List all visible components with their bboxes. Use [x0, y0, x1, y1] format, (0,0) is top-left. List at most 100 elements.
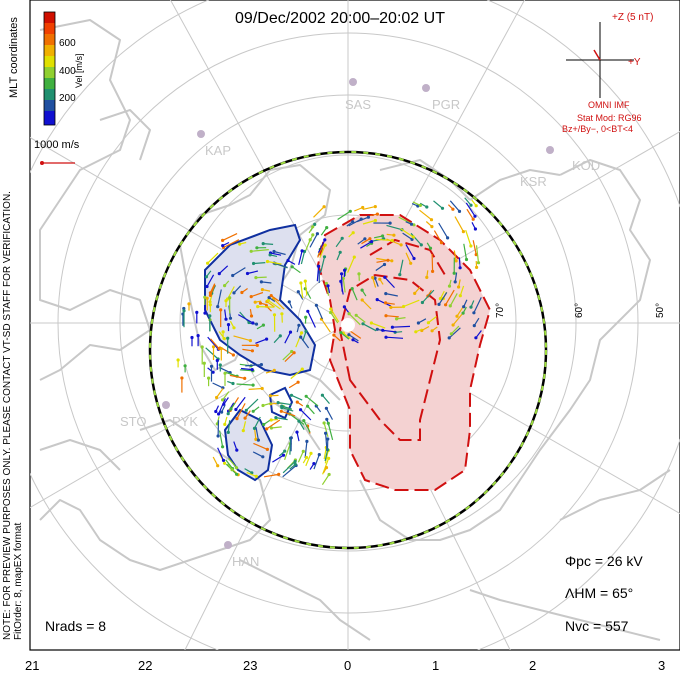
velocity-vector: [206, 274, 215, 287]
velocity-vector: [309, 463, 315, 470]
velocity-vector: [362, 219, 376, 225]
velocity-vector: [266, 301, 275, 308]
velocity-vector: [382, 329, 397, 333]
velocity-vector: [248, 387, 263, 390]
velocity-vector: [224, 280, 230, 286]
velocity-vector: [323, 447, 327, 460]
velocity-vector: [475, 245, 480, 263]
scale-vector: [40, 161, 75, 165]
scale-vector-label: 1000 m/s: [34, 139, 80, 151]
velocity-vector: [403, 299, 420, 308]
velocity-vector: [245, 398, 259, 411]
velocity-vector: [385, 336, 404, 339]
velocity-vector: [465, 202, 476, 217]
velocity-vector: [229, 374, 245, 379]
velocity-vector: [270, 295, 280, 302]
velocity-vector: [342, 278, 346, 293]
velocity-vector: [346, 221, 354, 227]
velocity-vector: [327, 285, 331, 294]
stat-mod-label: Stat Mod: RG96: [577, 113, 642, 123]
velocity-vector: [414, 286, 421, 294]
velocity-vector: [305, 395, 319, 407]
vector-origin: [226, 430, 230, 434]
velocity-vector: [348, 334, 359, 342]
velocity-vector: [361, 299, 372, 310]
velocity-vector: [233, 441, 238, 451]
velocity-vector: [233, 285, 242, 294]
velocity-vector: [373, 235, 383, 239]
velocity-vector: [361, 238, 371, 245]
velocity-vector: [361, 289, 367, 297]
velocity-vector: [471, 199, 477, 207]
velocity-vector: [472, 240, 477, 255]
velocity-vector: [458, 279, 461, 288]
velocity-vector: [219, 430, 224, 447]
velocity-vector: [281, 405, 292, 410]
mlt-tick-3: 3: [658, 658, 666, 673]
velocity-vector: [268, 297, 276, 302]
velocity-vector: [348, 313, 361, 326]
velocity-vector: [273, 335, 281, 344]
coastlines: [39, 19, 671, 641]
velocity-vector: [462, 306, 467, 314]
velocity-vector: [454, 272, 458, 282]
velocity-vector: [263, 243, 274, 245]
velocity-vector: [262, 289, 271, 292]
velocity-vector: [255, 338, 267, 344]
velocity-vector: [438, 292, 448, 305]
station-pyk: PYK: [172, 414, 199, 429]
stat-n-vc: Nvc = 557: [565, 618, 629, 634]
velocity-vector: [217, 447, 225, 461]
velocity-vector: [281, 407, 294, 412]
colorbar-tick-200: 200: [59, 93, 76, 104]
velocity-vector: [239, 241, 247, 245]
velocity-vector: [282, 351, 293, 361]
velocity-vector: [297, 291, 304, 300]
velocity-vector: [456, 306, 464, 317]
velocity-vector: [232, 267, 246, 277]
velocity-vector: [402, 232, 413, 240]
velocity-vector: [298, 250, 303, 266]
velocity-vector: [370, 213, 378, 217]
station-kap: KAP: [205, 143, 232, 158]
velocity-vector: [376, 259, 389, 263]
velocity-vector: [239, 369, 253, 372]
velocity-vector: [222, 233, 238, 241]
velocity-vector: [309, 233, 318, 248]
map-title: 09/Dec/2002 20:00–20:02 UT: [235, 10, 445, 27]
velocity-vector: [207, 336, 219, 350]
pole-marker: [341, 318, 355, 332]
velocity-vector: [253, 442, 268, 450]
velocity-vector: [352, 339, 359, 344]
velocity-vector: [452, 312, 464, 326]
velocity-vector: [386, 233, 394, 236]
velocity-vector: [253, 416, 261, 429]
velocity-vector: [431, 253, 434, 272]
velocity-vectors: [176, 197, 482, 486]
velocity-vector: [291, 394, 303, 401]
velocity-vector: [466, 208, 474, 220]
velocity-vector: [272, 454, 284, 463]
velocity-vector: [227, 380, 234, 385]
velocity-vector: [267, 260, 282, 265]
velocity-vector: [289, 438, 292, 455]
velocity-vector: [348, 232, 354, 238]
velocity-vector: [313, 454, 320, 470]
velocity-vector: [375, 238, 393, 242]
velocity-vector: [385, 315, 399, 318]
velocity-colorbar: [43, 11, 56, 126]
velocity-vector: [450, 325, 460, 335]
velocity-vector: [449, 293, 458, 307]
velocity-vector: [300, 282, 304, 299]
velocity-vector: [324, 450, 329, 464]
velocity-vector: [247, 270, 259, 275]
vector-origin: [253, 300, 257, 304]
velocity-vector: [288, 381, 299, 389]
velocity-vector: [439, 290, 445, 299]
velocity-vector: [315, 405, 322, 413]
velocity-vector: [269, 254, 278, 257]
velocity-vector: [324, 449, 329, 462]
fit-order-note: FitOrder: 8, mapEX format: [13, 522, 24, 640]
velocity-vector: [418, 318, 427, 324]
